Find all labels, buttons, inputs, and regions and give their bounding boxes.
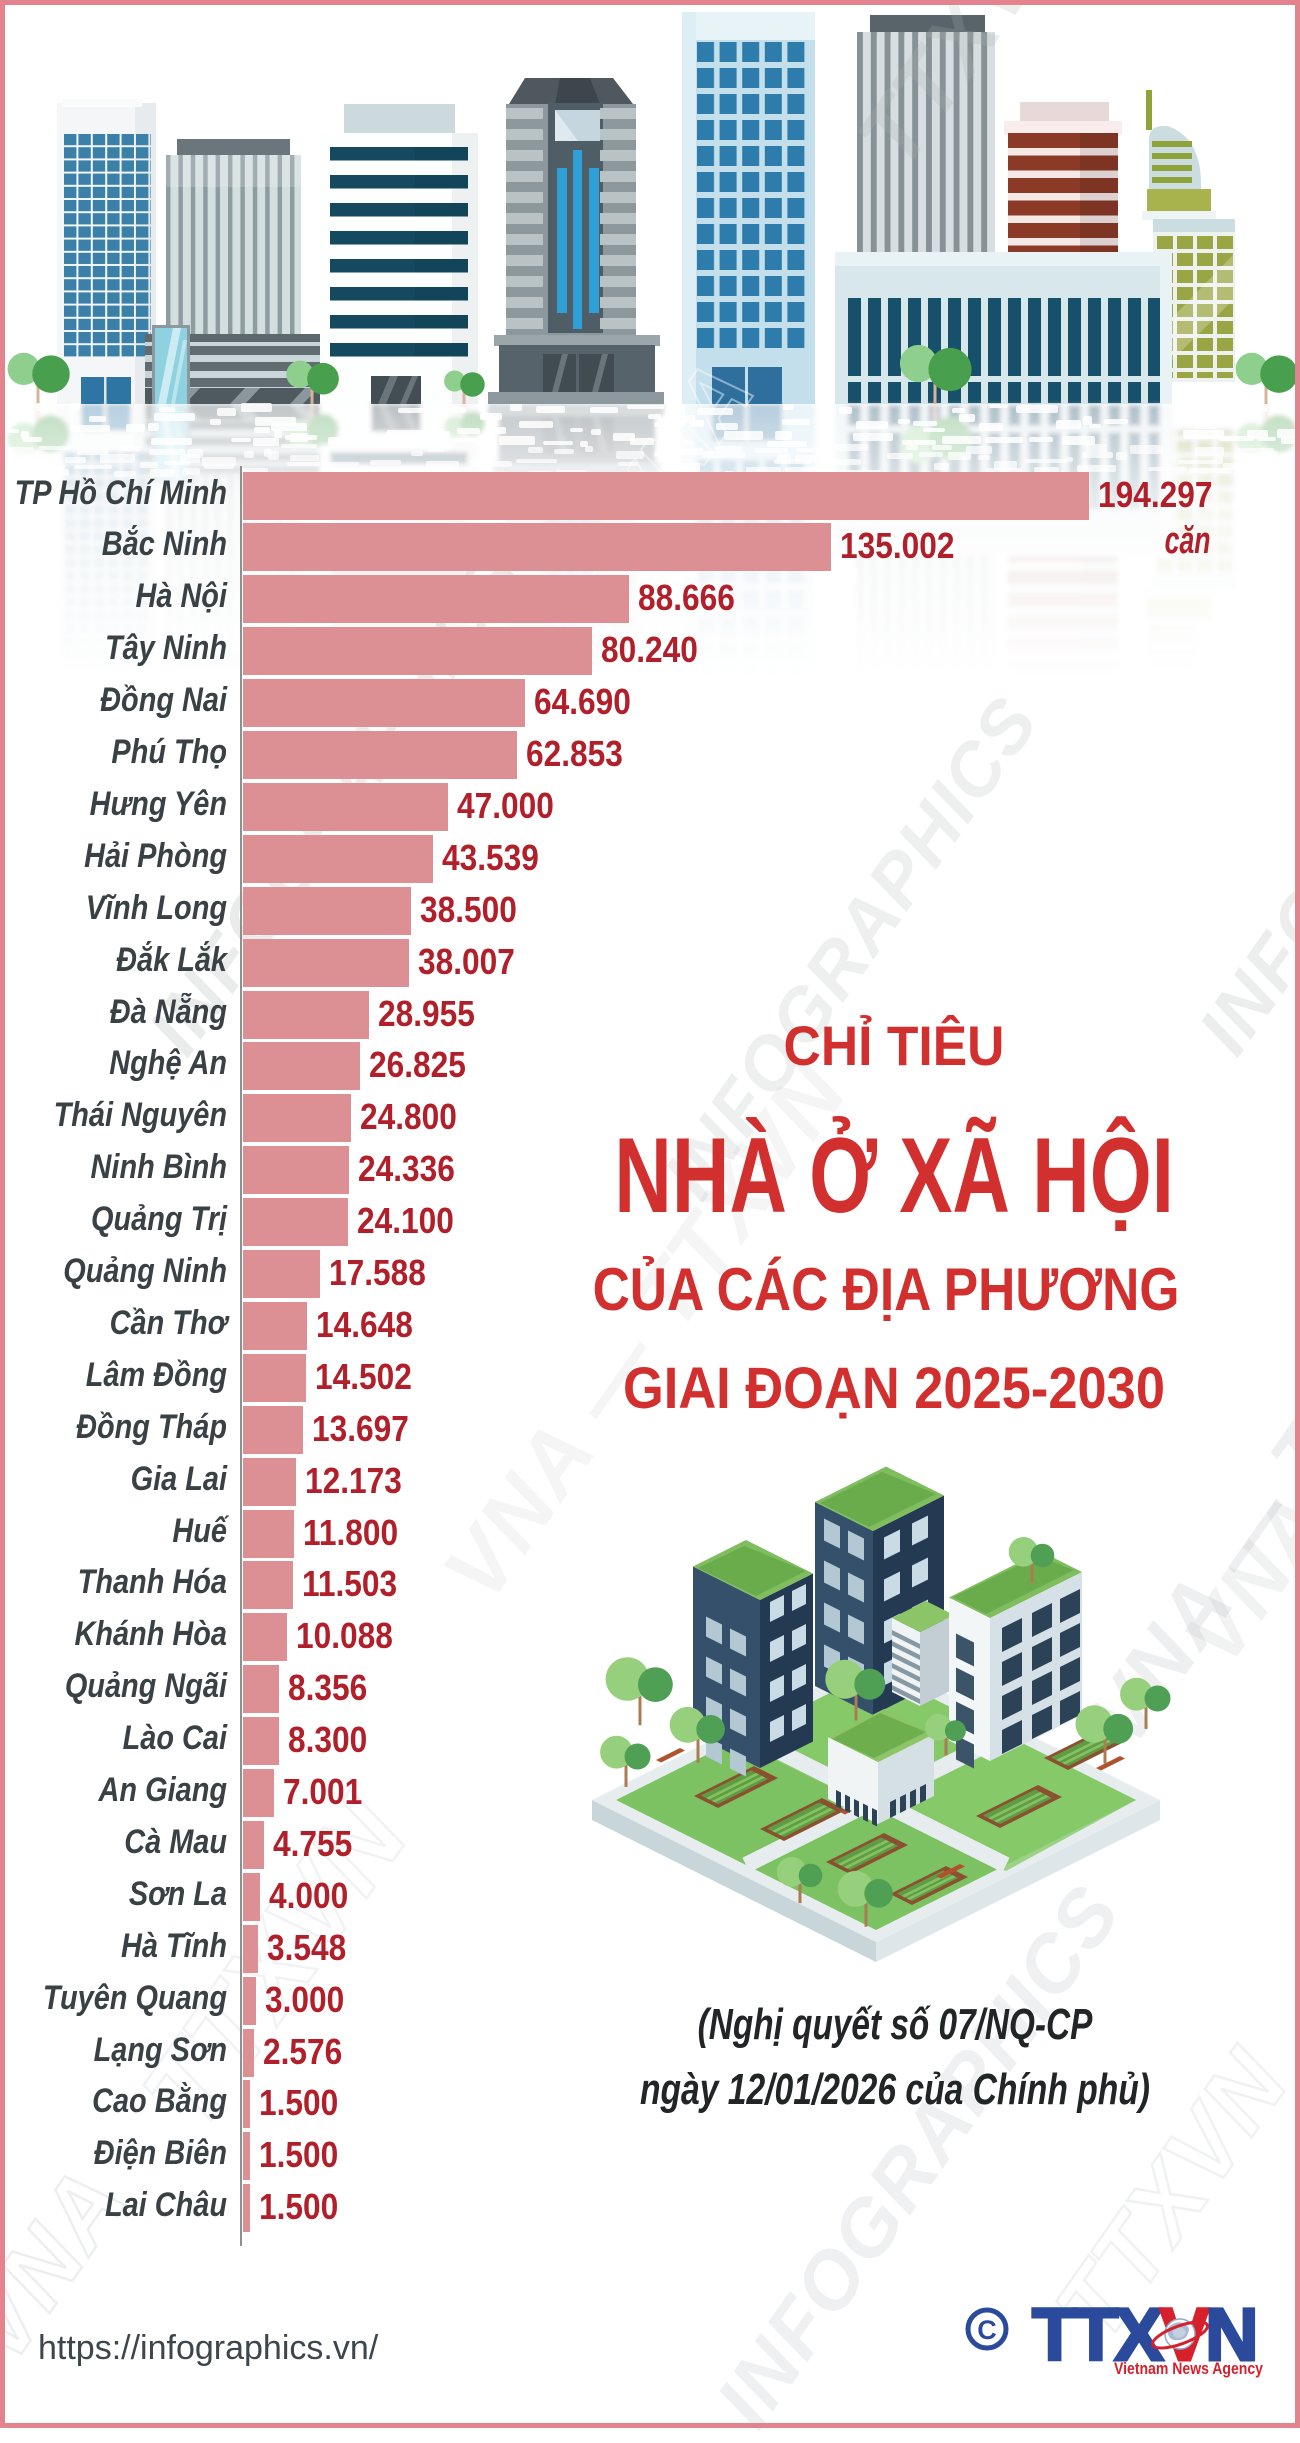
svg-text:Vietnam News Agency: Vietnam News Agency xyxy=(1114,2359,1263,2378)
svg-text:C: C xyxy=(977,2315,997,2345)
